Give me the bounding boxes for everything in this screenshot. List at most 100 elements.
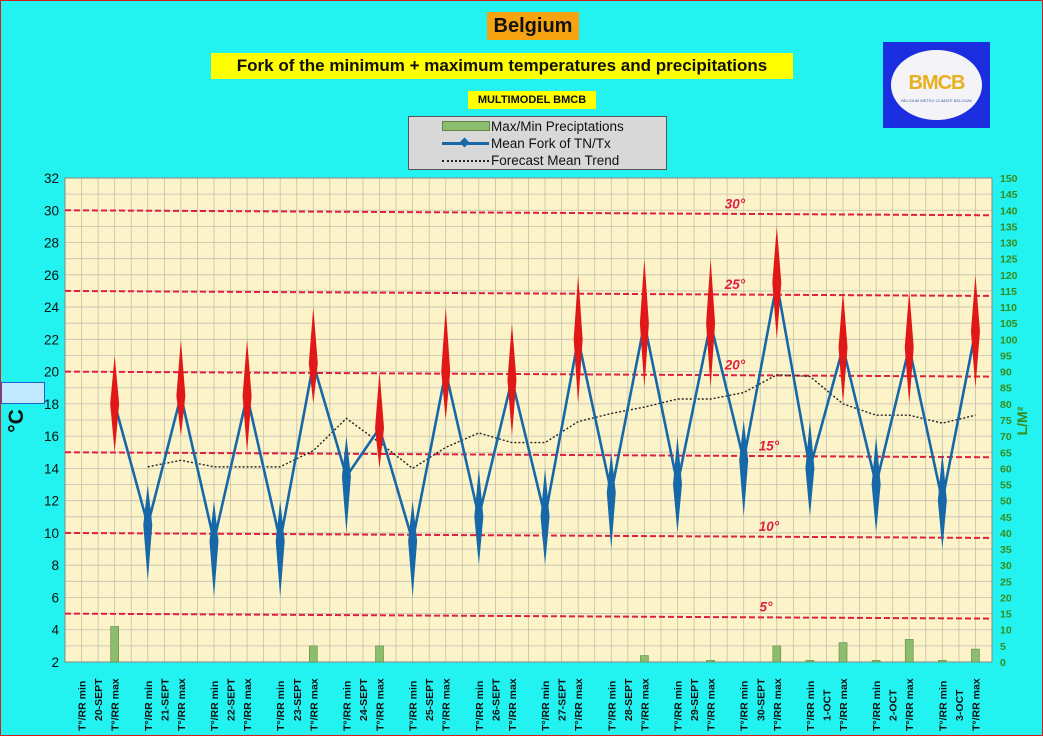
x-category-label: T°/RR max [838,678,850,731]
y-tick-label: 30 [44,203,59,218]
fork-diamond [706,258,716,388]
fork-diamond [375,371,385,469]
reference-line-label: 25° [724,277,746,292]
x-date-label: 1-OCT [821,689,833,721]
y2-tick-label: 120 [1000,270,1018,282]
precip-bar [706,660,715,663]
y2-tick-label: 135 [1000,221,1018,233]
x-date-label: 2-OCT [888,689,900,721]
x-date-label: 22-SEPT [226,678,238,721]
y-tick-label: 18 [44,397,59,412]
fork-diamond [805,420,815,517]
reference-line [64,209,993,217]
fork-diamond [441,307,451,420]
y2-tick-label: 60 [1000,463,1012,475]
model-label: MULTIMODEL BMCB [468,91,596,109]
precip-bar [805,660,815,663]
legend-label-trend: Forecast Mean Trend [491,153,620,168]
fork-diamond [110,355,120,453]
y2-tick-label: 100 [1000,334,1018,346]
precip-bar [110,626,119,663]
x-category-label: T°/RR min [739,681,751,731]
reference-line [64,531,993,539]
x-date-label: 24-SEPT [358,678,370,721]
x-category-label: T°/RR min [275,681,287,731]
x-category-label: T°/RR max [176,678,188,731]
x-date-label: 26-SEPT [490,678,502,721]
y2-tick-label: 35 [1000,544,1012,556]
x-date-label: 20-SEPT [93,678,105,721]
y2-tick-label: 150 [1000,173,1018,185]
y2-tick-label: 95 [1000,350,1012,362]
y-tick-label: 14 [44,461,60,476]
bmcb-logo: BMCB BELGIUM METEO CLIMATE BELGIUM [883,42,990,128]
x-category-label: T°/RR min [606,681,618,731]
x-category-label: T°/RR max [970,678,982,731]
legend: Max/Min Preciptations Mean Fork of TN/Tx… [408,116,667,170]
legend-label-precip: Max/Min Preciptations [491,119,624,134]
reference-line-label: 5° [760,600,774,615]
x-category-label: T°/RR max [375,678,387,731]
x-date-label: 29-SEPT [689,678,701,721]
x-category-label: T°/RR max [904,678,916,731]
y-tick-label: 2 [51,655,59,670]
legend-swatch-precip [442,121,490,131]
x-category-label: T°/RR max [110,678,122,731]
y-tick-label: 10 [44,526,59,541]
y-tick-label: 6 [51,590,59,605]
y2-tick-label: 40 [1000,528,1012,540]
precip-bar [838,642,848,663]
y2-tick-label: 90 [1000,367,1012,379]
fork-diamond [507,323,517,437]
fork-diamond [540,468,550,566]
y2-tick-label: 115 [1000,286,1017,298]
precip-bar [309,645,318,663]
reference-line-label: 15° [759,438,780,453]
x-date-label: 27-SEPT [557,678,569,721]
fork-diamond [739,420,749,517]
legend-item-trend: Forecast Mean Trend [409,152,666,169]
reference-line-label: 20° [724,358,746,373]
logo-text: BMCB [908,72,966,94]
x-date-label: 3-OCT [954,689,966,721]
x-category-label: T°/RR max [441,678,453,731]
y2-tick-label: 5 [1000,641,1006,653]
y-tick-label: 24 [44,300,60,315]
x-category-label: T°/RR min [672,681,684,731]
fork-diamond [871,436,881,533]
x-date-label: 23-SEPT [292,678,304,721]
x-date-label: 28-SEPT [623,678,635,721]
y2-tick-label: 80 [1000,399,1012,411]
x-category-label: T°/RR max [507,678,519,731]
x-category-label: T°/RR min [474,681,486,731]
legend-swatch-trend [442,160,489,162]
y2-tick-label: 45 [1000,512,1012,524]
precip-bar [772,645,782,663]
fork-diamond [970,274,980,388]
x-category-label: T°/RR max [573,678,585,731]
x-category-label: T°/RR min [937,681,949,731]
cell-selection-box[interactable] [1,382,45,404]
precip-bar [904,639,914,663]
y2-tick-label: 30 [1000,560,1012,572]
x-date-label: 25-SEPT [424,678,436,721]
y2-tick-label: 10 [1000,625,1012,637]
y2-tick-label: 50 [1000,496,1012,508]
chart-subtitle: Fork of the minimum + maximum temperatur… [211,53,793,79]
y2-tick-label: 25 [1000,576,1012,588]
fork-diamond [143,484,153,582]
x-category-label: T°/RR max [308,678,320,731]
fork-diamond [904,290,914,404]
fork-diamond [838,290,848,404]
precip-bar [938,660,947,663]
y-tick-label: 16 [44,429,59,444]
fork-diamond [242,339,252,453]
reference-line-label: 30° [725,196,746,211]
reference-line [64,612,993,620]
x-category-label: T°/RR min [805,681,817,731]
y-tick-label: 4 [51,623,59,638]
fork-diamond [937,452,947,550]
y2-tick-label: 55 [1000,480,1012,492]
